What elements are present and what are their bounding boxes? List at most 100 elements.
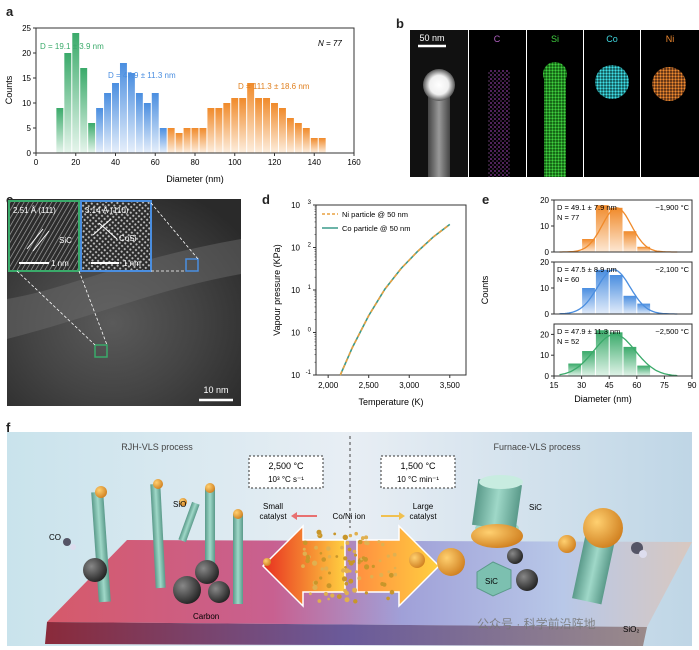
c-roi-blue	[185, 258, 199, 272]
f-ion-label: Co/Ni ion	[333, 512, 366, 521]
e-mean-1: D = 47.5 ± 8.9 nm	[557, 265, 617, 274]
a-bar-2-9	[239, 98, 247, 153]
a-bar-2-1	[175, 133, 183, 153]
e-bar-0-3	[623, 231, 637, 252]
a-bar-2-15	[286, 118, 294, 153]
panel-c: 2.51 Å (111) SiC 1 nm 3.14 Å (110) CoSi …	[7, 199, 241, 406]
c-inset-cosi	[80, 200, 152, 272]
f-co-label: CO	[49, 533, 61, 542]
a-bar-2-16	[294, 123, 302, 153]
a-ytick-label: 25	[22, 24, 31, 33]
a-bar-2-8	[231, 98, 239, 153]
panel-b: 50 nm C Si Co Ni	[410, 30, 699, 177]
e-n-1: N = 60	[557, 275, 579, 284]
f-large-catalyst-line1: Large	[413, 502, 434, 511]
e-ytick-label: 0	[545, 310, 550, 319]
a-bar-0-4	[88, 123, 96, 153]
a-xtick-label: 120	[268, 158, 282, 167]
f-small-catalyst-line2: catalyst	[259, 512, 287, 521]
a-xtick-label: 100	[228, 158, 242, 167]
a-bar-0-3	[80, 68, 88, 153]
e-mean-0: D = 49.1 ± 7.9 nm	[557, 203, 617, 212]
a-legend-orange: D = 111.3 ± 18.6 nm	[238, 82, 310, 91]
e-bar-0-1	[595, 205, 609, 252]
f-carbon-particle	[83, 558, 107, 582]
a-ytick-label: 15	[22, 74, 31, 83]
e-ytick-label: 10	[540, 222, 549, 231]
svg-text:1: 1	[308, 285, 312, 291]
a-bar-2-6	[215, 108, 223, 153]
a-bar-1-2	[112, 83, 119, 153]
a-bar-2-11	[255, 98, 263, 153]
e-ytick-label: 20	[540, 258, 549, 267]
c-inset1-scale: 1 nm	[51, 259, 69, 268]
e-xlabel: Diameter (nm)	[574, 394, 632, 404]
svg-text:-1: -1	[306, 370, 312, 376]
a-legend-green: D = 19.1 ± 3.9 nm	[40, 42, 104, 51]
f-small-catalyst-line1: Small	[263, 502, 283, 511]
a-bar-1-8	[159, 128, 167, 153]
e-xtick-label: 90	[688, 381, 697, 390]
b-channel-c: C	[494, 34, 501, 44]
f-watermark: 公众号 · 科学前沿阵地	[477, 616, 596, 631]
f-right-title: Furnace-VLS process	[493, 442, 581, 452]
e-bar-0-2	[609, 207, 623, 252]
d-ytick-label: 10	[291, 329, 300, 338]
panel-label-e: e	[482, 192, 490, 207]
b-scale-label: 50 nm	[419, 33, 444, 43]
b-channel-co: Co	[606, 34, 618, 44]
f-sic-label: SiC	[529, 503, 542, 512]
f-carbon-label: Carbon	[193, 612, 219, 621]
svg-text:3: 3	[308, 200, 312, 206]
chart-e: 0 10 20 D = 49.1 ± 7.9 nmN = 77 ~1,900 °C 0 10…	[480, 196, 697, 404]
f-left-rate: 10³ °C s⁻¹	[268, 475, 304, 484]
e-fit-1	[559, 269, 678, 315]
a-bar-2-17	[302, 128, 310, 153]
a-ytick-label: 5	[27, 124, 32, 133]
a-bar-0-2	[72, 33, 80, 153]
a-bar-1-7	[151, 93, 159, 153]
f-right-condition-box	[380, 455, 456, 489]
d-xtick-label: 3,000	[399, 381, 420, 390]
e-subplot-1: 0 10 20 D = 47.5 ± 8.9 nmN = 60 ~2,100 °C	[540, 258, 693, 319]
a-bar-2-5	[207, 108, 215, 153]
a-ytick-label: 0	[27, 149, 32, 158]
a-bar-2-3	[191, 128, 199, 153]
f-sio-label: SiO	[173, 500, 186, 509]
e-subplot-0: 0 10 20 D = 49.1 ± 7.9 nmN = 77 ~1,900 °C	[540, 196, 693, 257]
a-xtick-label: 0	[34, 158, 39, 167]
e-mean-2: D = 47.9 ± 11.3 nm	[557, 327, 620, 336]
panel-label-f: f	[6, 420, 11, 435]
f-left-title: RJH-VLS process	[121, 442, 193, 452]
f-left-condition-box	[248, 455, 324, 489]
e-xtick-label: 30	[577, 381, 586, 390]
a-ytick-label: 10	[22, 99, 31, 108]
f-arrow-right	[356, 524, 441, 608]
d-ytick-label: 10	[291, 286, 300, 295]
e-xtick-label: 60	[632, 381, 641, 390]
a-xtick-label: 160	[347, 158, 361, 167]
b-channel-si: Si	[551, 34, 559, 44]
a-bar-2-2	[183, 128, 191, 153]
e-fit-2	[559, 333, 678, 377]
c-roi-green	[94, 344, 108, 358]
e-bar-1-4	[637, 303, 651, 314]
a-ylabel: Counts	[4, 75, 14, 104]
a-xtick-label: 40	[111, 158, 120, 167]
e-bar-2-5	[637, 365, 651, 376]
panel-label-d: d	[262, 192, 270, 207]
a-bar-2-7	[223, 103, 231, 153]
d-ytick-label: 10	[291, 201, 300, 210]
f-large-catalyst-line2: catalyst	[409, 512, 437, 521]
c-inset-sic	[8, 200, 80, 272]
a-bar-2-19	[318, 138, 326, 153]
e-fit-0	[559, 207, 678, 253]
e-ytick-label: 10	[540, 351, 549, 360]
e-bar-1-1	[595, 269, 609, 314]
b-channel-ni: Ni	[666, 34, 675, 44]
e-ytick-label: 20	[540, 330, 549, 339]
a-xtick-label: 20	[71, 158, 80, 167]
c-inset2-scale: 1 nm	[123, 259, 141, 268]
a-bar-2-12	[263, 98, 271, 153]
histogram-a: 0 20 40 60 80 100 120 140 160 0 5 10 15 20 25 Diamete…	[4, 24, 361, 184]
